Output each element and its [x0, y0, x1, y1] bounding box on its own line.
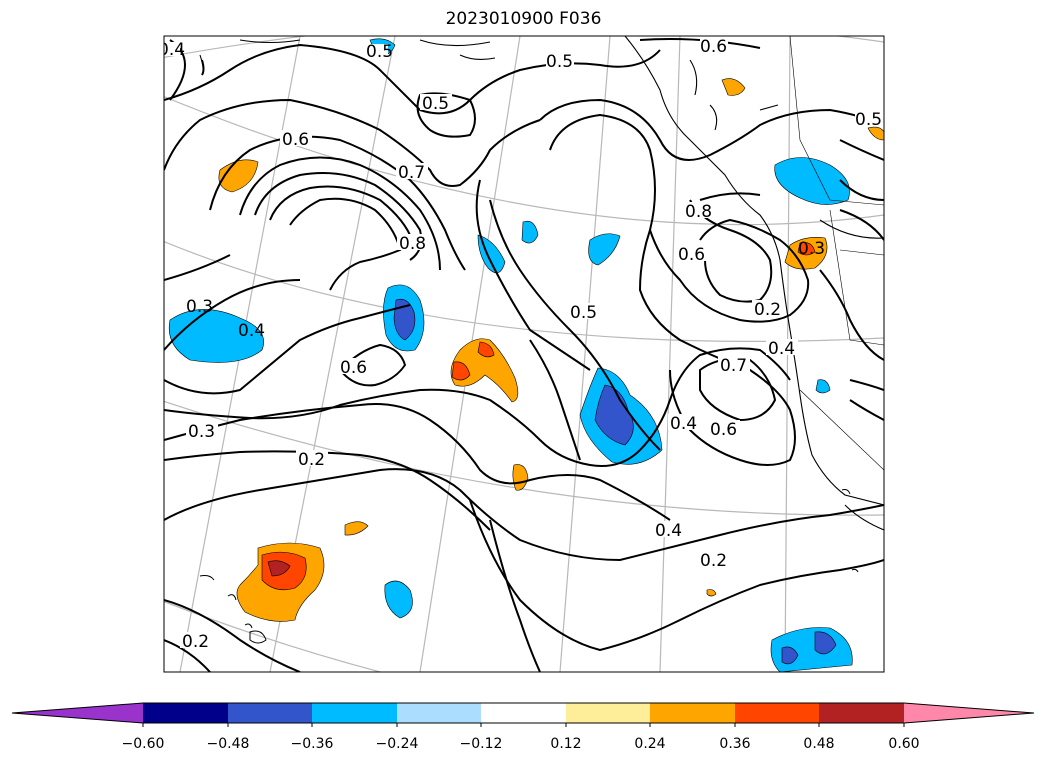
- positive-anomaly-region: [721, 78, 746, 96]
- negative-anomaly-region: [384, 580, 413, 619]
- contour-label: 0.3: [186, 297, 213, 317]
- negative-anomaly-region: [774, 157, 850, 205]
- map-frame: [163, 35, 885, 673]
- positive-anomaly-core: [797, 242, 816, 256]
- contour-label: 0.2: [298, 450, 325, 470]
- contour-label: 0.4: [768, 339, 795, 359]
- contour-label: 0.2: [700, 551, 727, 571]
- colorbar-tick-label: 0.36: [719, 736, 750, 752]
- map-panel: 0.4 0.5 0.5 0.6 0.5 0.7 0.8 0.6 0.8 0.6 …: [158, 36, 884, 672]
- colorbar-tick-label: 0.24: [634, 736, 665, 752]
- contour-label: 0.6: [700, 37, 727, 57]
- positive-anomaly-core: [451, 361, 471, 381]
- colorbar-tick-label: −0.12: [460, 736, 503, 752]
- colorbar-tick-label: 0.60: [888, 736, 919, 752]
- contour-lines: [164, 38, 884, 672]
- contour-label: 0.3: [798, 239, 825, 259]
- colorbar-tick-label: −0.60: [122, 736, 165, 752]
- contour-label: 0.6: [340, 358, 367, 378]
- contour-label: 0.4: [238, 321, 265, 341]
- contour-label: 0.7: [398, 163, 425, 183]
- colorbar-extend-low: [12, 703, 143, 723]
- contour-label: 0.4: [670, 414, 697, 434]
- negative-anomaly-core: [393, 298, 416, 341]
- negative-anomaly-region: [588, 233, 621, 266]
- colorbar-ticks: [142, 723, 905, 727]
- anomaly-fills: [168, 38, 884, 672]
- colorbar-bin: [650, 703, 735, 723]
- colorbar-bin: [481, 703, 566, 723]
- contour-label: 0.6: [678, 245, 705, 265]
- colorbar-bin: [143, 703, 228, 723]
- colorbar-bin: [397, 703, 481, 723]
- contour-label: 0.5: [570, 303, 597, 323]
- colorbar-bin: [312, 703, 397, 723]
- positive-anomaly-core: [267, 560, 291, 577]
- negative-anomaly-core: [781, 646, 799, 665]
- positive-anomaly-region: [344, 521, 369, 536]
- positive-anomaly-core: [477, 341, 495, 358]
- contour-label: 0.5: [546, 52, 573, 72]
- contour-label: 0.5: [366, 42, 393, 62]
- positive-anomaly-region: [450, 338, 519, 403]
- contour-label: 0.4: [158, 40, 185, 60]
- negative-anomaly-region: [477, 234, 506, 274]
- colorbar-bin: [735, 703, 819, 723]
- colorbar: −0.60 −0.48 −0.36 −0.24 −0.12 0.12 0.24 …: [11, 702, 1035, 752]
- contour-label: 0.6: [282, 130, 309, 150]
- contour-label: 0.6: [710, 420, 737, 440]
- negative-anomaly-region: [521, 221, 539, 244]
- contour-label: 0.4: [655, 521, 682, 541]
- map-title: 2023010900 F036: [445, 9, 602, 29]
- colorbar-tick-label: −0.36: [291, 736, 334, 752]
- contour-label: 0.5: [422, 94, 449, 114]
- positive-anomaly-region: [867, 126, 884, 141]
- colorbar-bin: [228, 703, 312, 723]
- colorbar-bin: [819, 703, 904, 723]
- colorbar-tick-label: 0.48: [803, 736, 834, 752]
- colorbar-tick-label: −0.24: [376, 736, 419, 752]
- islands: [199, 489, 859, 644]
- colorbar-extend-high: [904, 703, 1034, 723]
- colorbar-bin: [566, 703, 650, 723]
- contour-label: 0.7: [720, 356, 747, 376]
- negative-anomaly-core: [594, 384, 634, 446]
- contour-label: 0.2: [182, 632, 209, 652]
- contour-labels: 0.4 0.5 0.5 0.6 0.5 0.7 0.8 0.6 0.8 0.6 …: [158, 37, 884, 652]
- contour-label: 0.2: [754, 300, 781, 320]
- contour-label: 0.5: [855, 110, 882, 130]
- coastlines: [199, 36, 884, 531]
- negative-anomaly-core: [814, 631, 837, 655]
- positive-anomaly-region: [706, 589, 717, 597]
- colorbar-tick-label: −0.48: [207, 736, 250, 752]
- contour-label: 0.3: [188, 422, 215, 442]
- negative-anomaly-region: [815, 379, 831, 394]
- contour-label: 0.8: [399, 234, 426, 254]
- political-borders: [789, 36, 884, 471]
- contour-label: 0.8: [685, 202, 712, 222]
- colorbar-tick-label: 0.12: [550, 736, 581, 752]
